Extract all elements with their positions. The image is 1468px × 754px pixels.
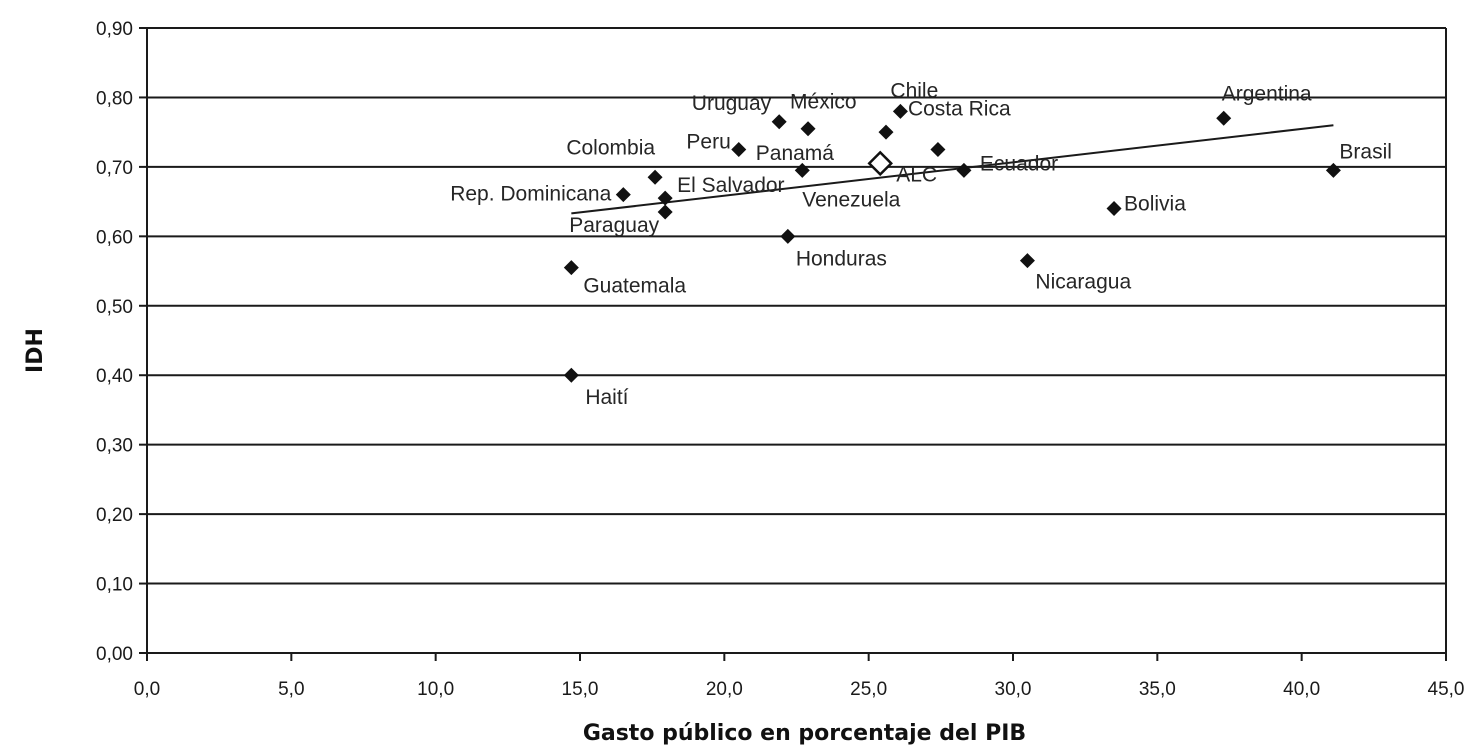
data-point	[878, 124, 894, 140]
x-tick-label: 5,0	[278, 679, 304, 700]
average-point-group: ALC	[867, 150, 937, 186]
data-point	[794, 162, 810, 178]
y-tick-label: 0,00	[96, 644, 133, 665]
x-tick-label: 35,0	[1139, 679, 1176, 700]
y-gridlines	[139, 27, 1446, 654]
data-point	[563, 260, 579, 276]
y-tick-label: 0,60	[96, 227, 133, 248]
point-label: Honduras	[796, 247, 887, 270]
y-tick-label: 0,20	[96, 505, 133, 526]
data-point	[647, 169, 663, 185]
x-tick-label: 15,0	[562, 679, 599, 700]
point-label: Uruguay	[692, 92, 772, 115]
y-tick-labels: 0,00 0,10 0,20 0,30 0,40 0,50 0,60 0,70 0,80 0,90	[96, 19, 133, 665]
data-point	[771, 114, 787, 130]
x-tick-label: 25,0	[850, 679, 887, 700]
point-label: Chile	[890, 79, 938, 102]
data-point	[615, 187, 631, 203]
point-label: Ecuador	[980, 152, 1058, 175]
data-point	[657, 190, 673, 206]
point-label: Costa Rica	[908, 98, 1011, 121]
y-tick-label: 0,90	[96, 19, 133, 40]
point-label: Venezuela	[802, 188, 900, 211]
point-label: México	[790, 91, 857, 114]
x-tick-label: 45,0	[1428, 679, 1465, 700]
data-point	[563, 367, 579, 383]
y-tick-label: 0,50	[96, 297, 133, 318]
data-point	[930, 142, 946, 158]
x-tick-label: 40,0	[1283, 679, 1320, 700]
x-tick-label: 20,0	[706, 679, 743, 700]
data-point	[1019, 253, 1035, 269]
x-tick-label: 10,0	[417, 679, 454, 700]
data-point	[1216, 110, 1232, 126]
data-point	[956, 162, 972, 178]
data-point	[657, 204, 673, 220]
data-point	[1325, 162, 1341, 178]
y-tick-label: 0,10	[96, 575, 133, 596]
point-label: Peru	[686, 131, 730, 154]
y-tick-label: 0,80	[96, 88, 133, 109]
point-label: Rep. Dominicana	[450, 183, 611, 206]
data-point	[731, 142, 747, 158]
data-point	[1106, 201, 1122, 217]
y-tick-label: 0,30	[96, 436, 133, 457]
y-tick-label: 0,70	[96, 158, 133, 179]
x-tick-labels: 0,0 5,0 10,0 15,0 20,0 25,0 30,0 35,0 40,0 45,0	[134, 653, 1465, 700]
point-label: Bolivia	[1124, 193, 1186, 216]
y-axis-title: IDH	[23, 328, 48, 373]
trendline	[571, 124, 1334, 215]
data-point	[780, 228, 796, 244]
point-label: Paraguay	[569, 214, 659, 237]
data-point	[800, 121, 816, 137]
point-label: Argentina	[1222, 82, 1312, 105]
x-axis-title: Gasto público en porcentaje del PIB	[583, 721, 1026, 746]
point-label: Nicaragua	[1035, 271, 1131, 294]
point-label: Guatemala	[583, 275, 686, 298]
x-tick-label: 30,0	[995, 679, 1032, 700]
data-points: Argentina Brasil Bolivia Nicaragua Ecuador Co…	[450, 79, 1392, 409]
data-point	[892, 103, 908, 119]
point-label: El Salvador	[677, 174, 784, 197]
average-point-label: ALC	[896, 163, 937, 186]
point-label: Haití	[585, 386, 628, 409]
y-tick-label: 0,40	[96, 366, 133, 387]
point-label: Panamá	[756, 142, 835, 165]
average-point	[867, 150, 893, 177]
point-label: Brasil	[1339, 140, 1392, 163]
x-tick-label: 0,0	[134, 679, 160, 700]
point-label: Colombia	[566, 136, 655, 159]
